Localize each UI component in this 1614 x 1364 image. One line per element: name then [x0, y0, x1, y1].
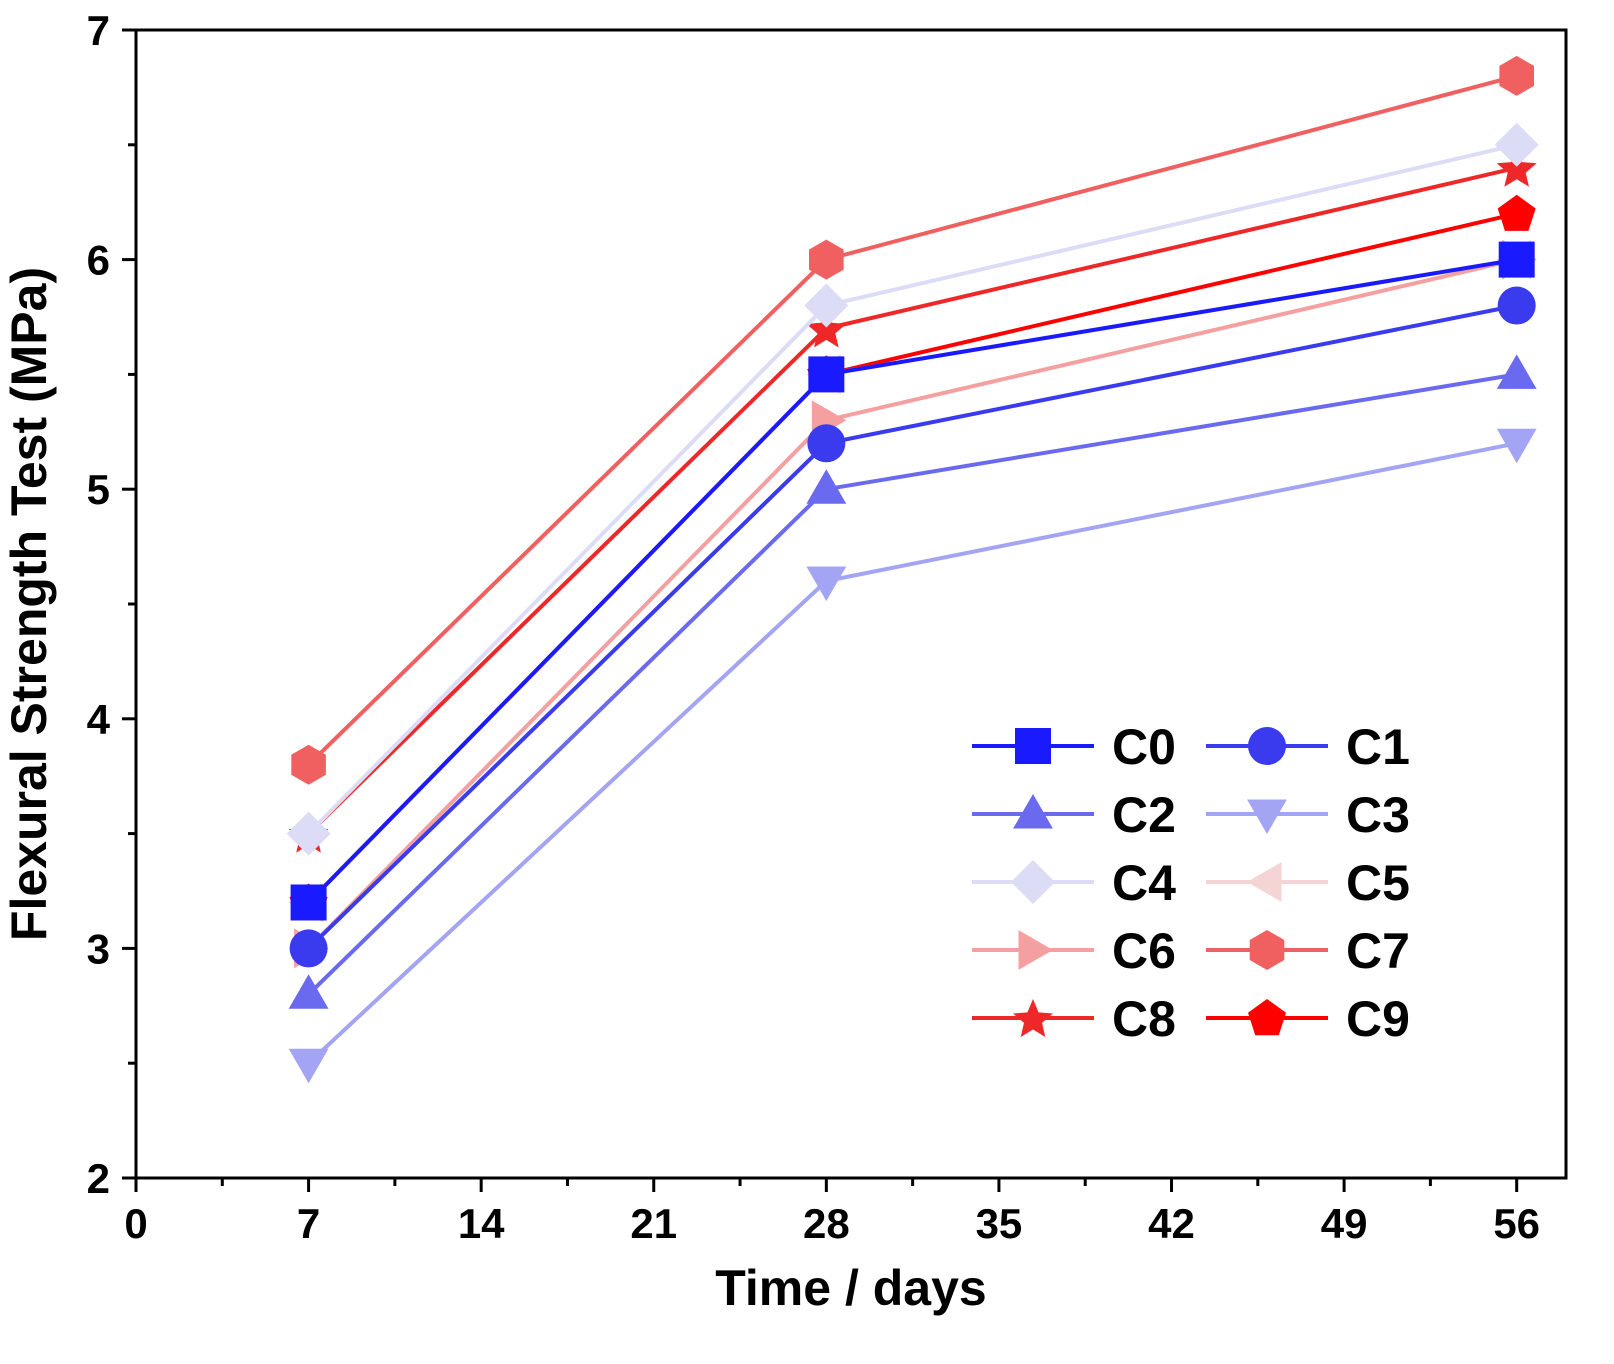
- data-point-C4-56: [1494, 122, 1539, 167]
- legend-item-C3: C3: [1206, 787, 1410, 843]
- data-point-C8-56: [1496, 148, 1537, 187]
- x-axis-title: Time / days: [715, 1260, 986, 1316]
- data-point-C4-28: [804, 283, 849, 328]
- data-point-C3-28: [806, 566, 847, 601]
- x-tick-label-14: 14: [458, 1200, 505, 1247]
- legend-marker-C7: [1249, 930, 1285, 970]
- data-point-C1-56: [1497, 286, 1536, 325]
- series-C7: [291, 55, 1534, 785]
- data-point-C1-28: [807, 424, 846, 463]
- y-tick-label-6: 6: [87, 237, 110, 284]
- series-C4: [286, 122, 1539, 856]
- legend-label-C3: C3: [1346, 787, 1410, 843]
- data-point-C0-7: [290, 884, 327, 921]
- series-line-C3: [307, 441, 1518, 1065]
- data-point-C0-28: [808, 356, 845, 393]
- legend-item-C8: C8: [972, 991, 1176, 1047]
- series-layer: [286, 55, 1539, 1084]
- legend-marker-C9: [1248, 999, 1286, 1036]
- legend-item-C0: C0: [972, 719, 1176, 775]
- legend-label-C1: C1: [1346, 719, 1410, 775]
- legend-item-C7: C7: [1206, 923, 1410, 979]
- series-line-C9: [307, 211, 1518, 904]
- y-tick-label-4: 4: [87, 696, 111, 743]
- series-C2: [288, 354, 1537, 1009]
- legend-marker-C3: [1247, 799, 1287, 834]
- legend-marker-C8: [1013, 999, 1053, 1037]
- x-tick-label-0: 0: [124, 1200, 147, 1247]
- series-C5: [288, 239, 1532, 923]
- data-point-C4-7: [286, 811, 331, 856]
- series-C3: [288, 428, 1537, 1084]
- legend-label-C9: C9: [1346, 991, 1410, 1047]
- legend-marker-C5: [1247, 862, 1282, 902]
- data-point-C9-56: [1497, 194, 1536, 231]
- legend-item-C5: C5: [1206, 855, 1410, 911]
- x-tick-label-56: 56: [1493, 1200, 1540, 1247]
- y-tick-label-7: 7: [87, 7, 110, 54]
- series-line-C6: [307, 257, 1518, 950]
- legend-marker-C0: [1015, 728, 1051, 764]
- data-point-C1-7: [289, 929, 328, 968]
- legend-marker-C2: [1013, 794, 1053, 829]
- data-point-C2-56: [1496, 354, 1537, 389]
- data-point-C8-28: [806, 309, 847, 348]
- data-point-C2-7: [288, 974, 329, 1009]
- series-C0: [290, 241, 1535, 921]
- legend-marker-C4: [1011, 860, 1055, 904]
- y-tick-label-2: 2: [87, 1155, 110, 1202]
- data-point-C0-56: [1498, 241, 1535, 278]
- legend-label-C6: C6: [1112, 923, 1176, 979]
- series-line-C7: [307, 73, 1518, 767]
- legend-item-C9: C9: [1206, 991, 1410, 1047]
- x-tick-label-42: 42: [1148, 1200, 1195, 1247]
- legend: C0 C1 C2 C3 C4 C5 C6 C7 C8 C9: [972, 719, 1410, 1047]
- x-tick-label-28: 28: [803, 1200, 850, 1247]
- legend-marker-C1: [1248, 727, 1286, 765]
- data-point-C7-56: [1499, 55, 1534, 96]
- x-tick-label-35: 35: [976, 1200, 1023, 1247]
- data-point-C2-28: [806, 469, 847, 504]
- legend-label-C2: C2: [1112, 787, 1176, 843]
- legend-item-C6: C6: [972, 923, 1176, 979]
- legend-label-C4: C4: [1112, 855, 1176, 911]
- data-point-C7-7: [291, 744, 326, 785]
- x-tick-label-49: 49: [1321, 1200, 1368, 1247]
- y-axis-title: Flexural Strength Test (MPa): [1, 267, 57, 941]
- x-tick-label-21: 21: [630, 1200, 677, 1247]
- legend-label-C0: C0: [1112, 719, 1176, 775]
- legend-label-C8: C8: [1112, 991, 1176, 1047]
- legend-item-C2: C2: [972, 787, 1176, 843]
- series-C1: [289, 286, 1536, 968]
- x-tick-label-7: 7: [297, 1200, 320, 1247]
- y-tick-label-3: 3: [87, 925, 110, 972]
- data-point-C3-7: [288, 1048, 329, 1084]
- legend-marker-C6: [1018, 930, 1053, 970]
- series-line-C4: [307, 142, 1518, 836]
- legend-label-C7: C7: [1346, 923, 1410, 979]
- series-line-C8: [307, 165, 1518, 836]
- series-line-C2: [307, 372, 1518, 996]
- data-point-C3-56: [1496, 428, 1537, 464]
- y-tick-label-5: 5: [87, 466, 110, 513]
- data-point-C7-28: [809, 239, 844, 280]
- legend-label-C5: C5: [1346, 855, 1410, 911]
- legend-item-C1: C1: [1206, 719, 1410, 775]
- legend-item-C4: C4: [972, 855, 1176, 911]
